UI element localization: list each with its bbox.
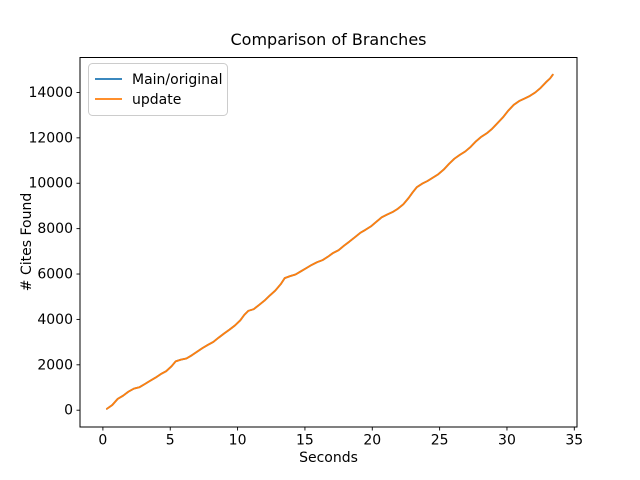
y-tick-label: 4000 bbox=[37, 312, 73, 328]
y-tick-label: 2000 bbox=[37, 357, 73, 373]
legend-label-main: Main/original bbox=[132, 72, 222, 88]
y-tick-label: 10000 bbox=[28, 176, 73, 192]
x-tick-label: 20 bbox=[363, 433, 381, 449]
x-tick-label: 0 bbox=[98, 433, 107, 449]
y-tick-label: 8000 bbox=[37, 221, 73, 237]
x-tick-label: 30 bbox=[498, 433, 516, 449]
y-tick-label: 0 bbox=[64, 403, 73, 419]
x-tick-label: 5 bbox=[166, 433, 175, 449]
legend-label-update: update bbox=[132, 92, 181, 108]
legend: Main/original update bbox=[88, 63, 228, 116]
x-tick-label: 25 bbox=[431, 433, 449, 449]
y-tick-label: 14000 bbox=[28, 85, 73, 101]
x-axis-label: Seconds bbox=[299, 450, 358, 466]
x-tick-label: 35 bbox=[565, 433, 583, 449]
x-tick-label: 15 bbox=[296, 433, 314, 449]
series-line-update bbox=[106, 73, 554, 410]
chart-title: Comparison of Branches bbox=[230, 30, 426, 49]
y-tick-label: 6000 bbox=[37, 267, 73, 283]
axes-spines bbox=[79, 57, 578, 428]
legend-box bbox=[88, 63, 228, 116]
plot-area: 0 5 10 15 20 25 30 35 0 2000 4000 6000 8000 10000 1200… bbox=[28, 57, 583, 449]
x-tick-label: 10 bbox=[229, 433, 247, 449]
y-axis-label: # Cites Found bbox=[19, 193, 35, 291]
y-tick-label: 12000 bbox=[28, 130, 73, 146]
